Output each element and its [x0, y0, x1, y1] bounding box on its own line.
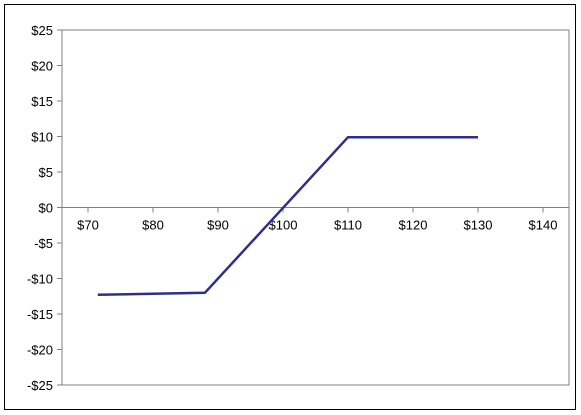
x-tick-label: $140: [529, 218, 558, 233]
y-tick-label: -$5: [34, 236, 53, 251]
x-tick-label: $120: [399, 218, 428, 233]
y-tick-label: $20: [31, 59, 53, 74]
y-tick-label: -$10: [27, 272, 53, 287]
y-tick-label: -$15: [27, 307, 53, 322]
x-axis: $70 $80 $90 $100 $110 $120 $130 $140: [62, 207, 569, 233]
x-tick-label: $80: [142, 218, 164, 233]
x-tick-label: $130: [464, 218, 493, 233]
x-tick-label: $100: [269, 218, 298, 233]
y-tick-label: $5: [39, 165, 53, 180]
series: [97, 135, 478, 297]
y-tick-label: $15: [31, 94, 53, 109]
y-tick-label: -$20: [27, 343, 53, 358]
y-tick-label: $0: [39, 201, 53, 216]
x-tick-label: $70: [77, 218, 99, 233]
y-tick-label: $25: [31, 23, 53, 38]
y-axis: $25 $20 $15 $10 $5 $0 -$5 -$10 -$15 -$20 -$25: [27, 23, 62, 393]
series-line: [97, 135, 478, 297]
y-tick-label: $10: [31, 130, 53, 145]
x-tick-label: $90: [207, 218, 229, 233]
x-tick-label: $110: [334, 218, 362, 233]
y-tick-label: -$25: [27, 378, 53, 393]
